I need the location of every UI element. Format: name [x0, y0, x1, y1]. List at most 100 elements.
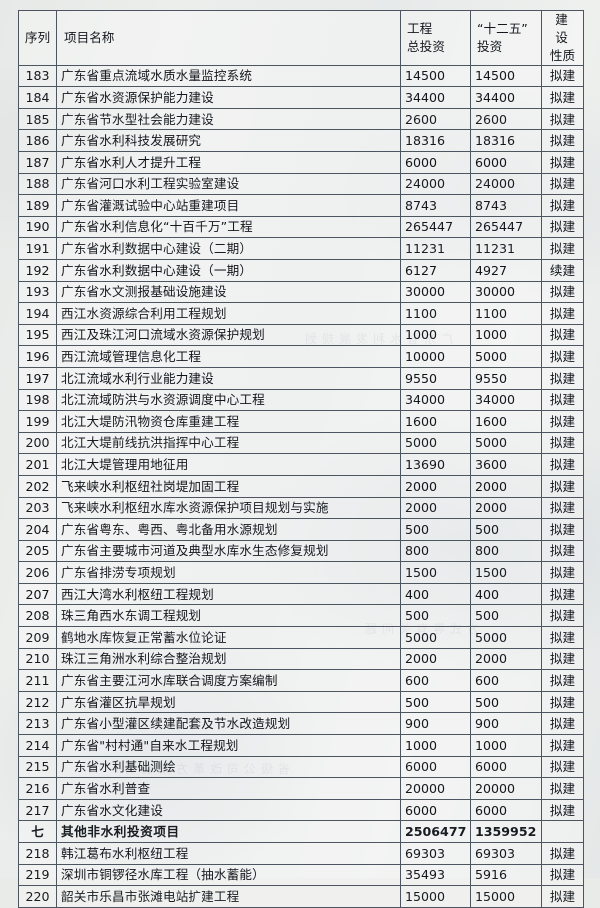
- cell-sequence: 200: [18, 431, 57, 455]
- cell-sequence: 220: [18, 885, 57, 908]
- table-row: 192 广东省水利数据中心建设（一期） 6127 4927 续建: [18, 258, 584, 282]
- column-header-plan-investment-line1: “十二五”: [477, 20, 528, 36]
- table-row: 206 广东省排涝专项规划 1500 1500 拟建: [18, 561, 584, 584]
- cell-sequence: 196: [18, 345, 57, 368]
- cell-total-investment: 800: [400, 539, 471, 563]
- cell-sequence: 194: [18, 302, 57, 325]
- cell-construction-type: 拟建: [541, 669, 584, 692]
- cell-sequence: 186: [18, 129, 57, 152]
- cell-project-name: 广东省节水型社会能力建设: [56, 107, 401, 131]
- cell-total-investment: 600: [400, 669, 471, 692]
- cell-construction-type: 拟建: [541, 323, 584, 347]
- cell-construction-type: 拟建: [541, 366, 584, 390]
- cell-plan-investment: 18316: [470, 129, 542, 152]
- cell-total-investment: 69303: [400, 842, 471, 865]
- cell-project-name: 广东省水利人才提升工程: [56, 151, 401, 174]
- cell-total-investment: 10000: [400, 345, 471, 368]
- cell-sequence: 210: [18, 647, 57, 671]
- cell-total-investment: 2000: [400, 647, 471, 671]
- table-row: 211 广东省主要江河水库联合调度方案编制 600 600 拟建: [18, 669, 584, 692]
- cell-project-name: 广东省水文化建设: [56, 798, 401, 822]
- cell-construction-type: 拟建: [541, 388, 584, 412]
- cell-plan-investment: 500: [470, 518, 542, 541]
- table-row: 213 广东省小型灌区续建配套及节水改造规划 900 900 拟建: [18, 712, 584, 736]
- cell-plan-investment: 400: [470, 582, 542, 606]
- cell-construction-type: 拟建: [541, 107, 584, 131]
- cell-plan-investment: 6000: [470, 755, 542, 779]
- table-row: 199 北江大堤防汛物资仓库重建工程 1600 1600 拟建: [18, 410, 584, 433]
- column-header-project-name: 项目名称: [56, 10, 401, 66]
- cell-project-name: 韩江葛布水利枢纽工程: [56, 842, 401, 865]
- cell-construction-type: 拟建: [541, 280, 584, 304]
- cell-project-name: 广东省灌溉试验中心站重建项目: [56, 194, 401, 217]
- cell-sequence: 190: [18, 215, 57, 239]
- cell-sequence: 217: [18, 798, 57, 822]
- cell-sequence: 183: [18, 64, 57, 88]
- cell-plan-investment: 1000: [470, 734, 542, 757]
- table-row: 212 广东省灌区抗旱规划 500 500 拟建: [18, 690, 584, 714]
- cell-sequence: 208: [18, 604, 57, 628]
- investment-project-table: 序列 项目名称 工程 总投资 “十二五” 投资 建 设 性质 183 广东省重点流…: [18, 10, 584, 908]
- table-header-row: 序列 项目名称 工程 总投资 “十二五” 投资 建 设 性质: [18, 10, 584, 66]
- cell-construction-type: 拟建: [541, 798, 584, 822]
- cell-project-name: 珠江三角洲水利综合整治规划: [56, 647, 401, 671]
- cell-project-name: 广东省水利普查: [56, 777, 401, 800]
- cell-plan-investment: 2000: [470, 496, 542, 520]
- cell-project-name: 飞来峡水利枢纽社岗堤加固工程: [56, 474, 401, 498]
- cell-total-investment: 34000: [400, 388, 471, 412]
- cell-total-investment: 400: [400, 582, 471, 606]
- cell-construction-type: 拟建: [541, 215, 584, 239]
- cell-project-name: 广东省水资源保护能力建设: [56, 86, 401, 109]
- cell-plan-investment: 9550: [470, 366, 542, 390]
- table-row: 219 深圳市铜锣径水库工程（抽水蓄能） 35493 5916 拟建: [18, 863, 584, 887]
- cell-sequence: 185: [18, 107, 57, 131]
- cell-construction-type: 拟建: [541, 539, 584, 563]
- cell-construction-type: 拟建: [541, 647, 584, 671]
- cell-project-name: 广东省排涝专项规划: [56, 561, 401, 584]
- cell-plan-investment: 14500: [470, 64, 542, 88]
- cell-sequence: 195: [18, 323, 57, 347]
- cell-total-investment: 1000: [400, 323, 471, 347]
- cell-total-investment: 5000: [400, 626, 471, 649]
- cell-total-investment: 2506477: [400, 820, 471, 843]
- cell-project-name: 西江大湾水利枢纽工程规划: [56, 582, 401, 606]
- cell-construction-type: 拟建: [541, 194, 584, 217]
- cell-project-name: 广东省水利数据中心建设（二期）: [56, 237, 401, 260]
- cell-project-name: 北江大堤防汛物资仓库重建工程: [56, 410, 401, 433]
- cell-project-name: 广东省水利基础测绘: [56, 755, 401, 779]
- cell-construction-type: 拟建: [541, 863, 584, 887]
- table-row: 218 韩江葛布水利枢纽工程 69303 69303 拟建: [18, 842, 584, 865]
- cell-sequence: 203: [18, 496, 57, 520]
- cell-total-investment: 2600: [400, 107, 471, 131]
- cell-sequence: 197: [18, 366, 57, 390]
- cell-sequence: 189: [18, 194, 57, 217]
- cell-plan-investment: 4927: [470, 258, 542, 282]
- cell-sequence: 219: [18, 863, 57, 887]
- column-header-total-investment-line2: 总投资: [407, 38, 445, 54]
- cell-sequence: 191: [18, 237, 57, 260]
- column-header-plan-investment-line2: 投资: [477, 38, 503, 54]
- cell-project-name: 广东省主要城市河道及典型水库水生态修复规划: [56, 539, 401, 563]
- table-row: 200 北江大堤前线抗洪指挥中心工程 5000 5000 拟建: [18, 431, 584, 455]
- cell-project-name: 西江水资源综合利用工程规划: [56, 302, 401, 325]
- cell-project-name: 其他非水利投资项目: [56, 820, 401, 843]
- cell-plan-investment: 8743: [470, 194, 542, 217]
- cell-total-investment: 1500: [400, 561, 471, 584]
- cell-project-name: 广东省水利信息化“十百千万”工程: [56, 215, 401, 239]
- table-row: 217 广东省水文化建设 6000 6000 拟建: [18, 798, 584, 822]
- table-row: 七其他非水利投资项目 2506477 1359952: [18, 820, 584, 843]
- cell-plan-investment: 2600: [470, 107, 542, 131]
- cell-sequence: 211: [18, 669, 57, 692]
- cell-plan-investment: 600: [470, 669, 542, 692]
- cell-plan-investment: 900: [470, 712, 542, 736]
- cell-project-name: 广东省水利数据中心建设（一期）: [56, 258, 401, 282]
- cell-plan-investment: 3600: [470, 453, 542, 476]
- investment-project-table-container: 序列 项目名称 工程 总投资 “十二五” 投资 建 设 性质 183 广东省重点流…: [18, 10, 584, 908]
- cell-construction-type: 拟建: [541, 842, 584, 865]
- cell-construction-type: 拟建: [541, 582, 584, 606]
- cell-construction-type: 拟建: [541, 712, 584, 736]
- cell-total-investment: 20000: [400, 777, 471, 800]
- cell-project-name: 珠三角西水东调工程规划: [56, 604, 401, 628]
- table-row: 208 珠三角西水东调工程规划 500 500 拟建: [18, 604, 584, 628]
- table-row: 186 广东省水利科技发展研究 18316 18316 拟建: [18, 129, 584, 152]
